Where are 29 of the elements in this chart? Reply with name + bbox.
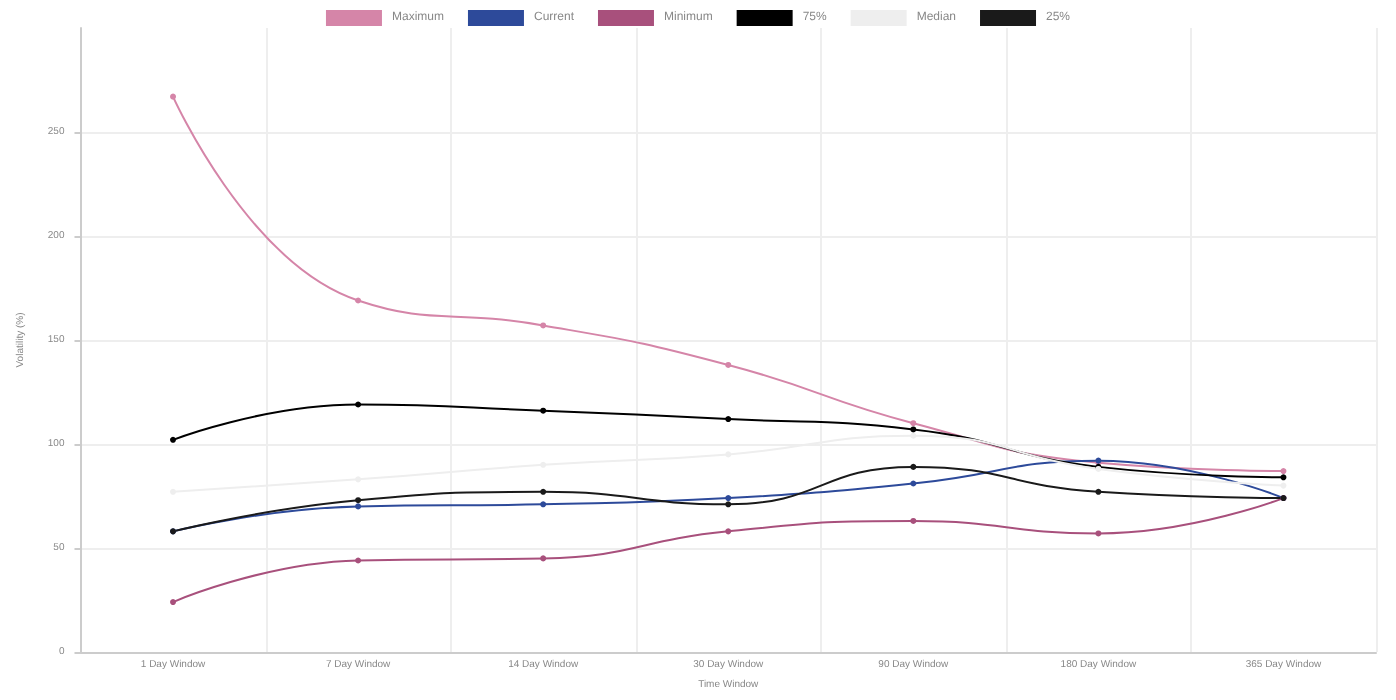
point xyxy=(725,501,732,508)
point xyxy=(540,501,547,508)
point xyxy=(540,407,547,414)
point xyxy=(355,557,362,564)
point xyxy=(540,488,547,495)
point xyxy=(910,432,917,439)
point xyxy=(170,436,177,443)
point xyxy=(1095,530,1102,537)
point xyxy=(355,297,362,304)
point xyxy=(1095,488,1102,495)
line-series xyxy=(170,93,1287,475)
point xyxy=(540,555,547,562)
point xyxy=(910,426,917,433)
point xyxy=(540,322,547,329)
point xyxy=(355,497,362,504)
line-series xyxy=(170,401,1287,481)
point xyxy=(1280,482,1287,489)
line-series xyxy=(170,495,1287,606)
point xyxy=(725,361,732,368)
point xyxy=(725,528,732,535)
point xyxy=(355,401,362,408)
point xyxy=(910,420,917,427)
point xyxy=(910,517,917,524)
point xyxy=(1280,468,1287,475)
point xyxy=(170,599,177,606)
point xyxy=(910,463,917,470)
point xyxy=(1280,474,1287,481)
point xyxy=(355,503,362,510)
point xyxy=(170,93,177,100)
